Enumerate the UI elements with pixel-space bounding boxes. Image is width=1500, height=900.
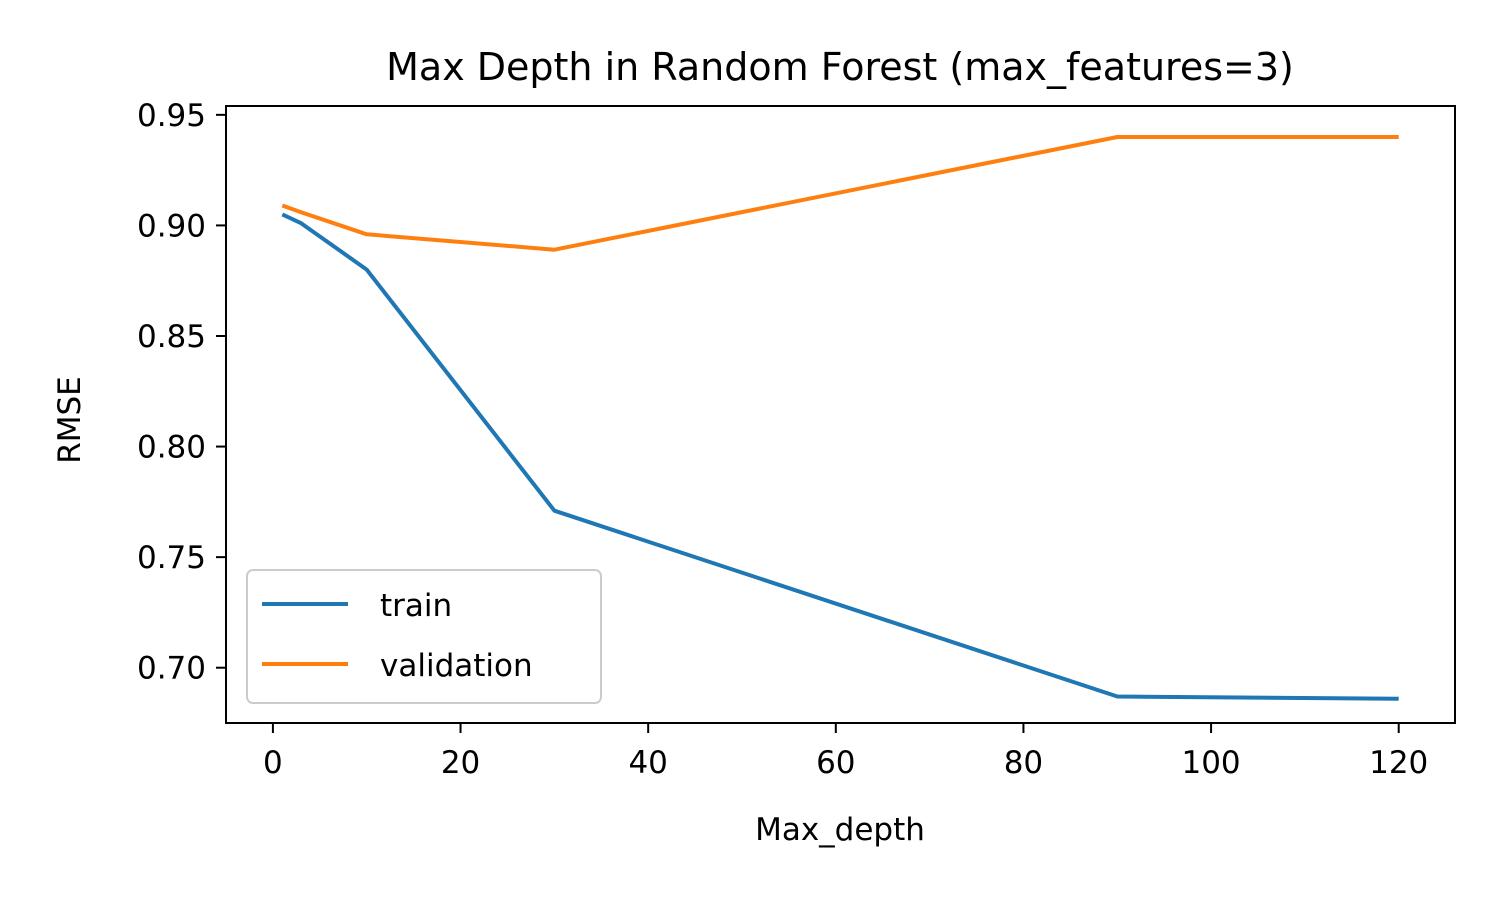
- y-tick-label: 0.95: [137, 98, 206, 134]
- y-tick-label: 0.75: [137, 540, 206, 576]
- x-tick-label: 20: [441, 745, 480, 781]
- x-tick-label: 120: [1369, 745, 1428, 781]
- plot-lines: [281, 135, 1399, 701]
- series-line-validation: [281, 135, 1399, 252]
- y-axis-ticks: 0.70 0.75 0.80 0.85 0.90 0.95: [137, 98, 226, 687]
- legend: train validation: [246, 569, 602, 704]
- plot-frame: [225, 105, 1456, 724]
- legend-label-train: train: [380, 588, 452, 624]
- x-tick-label: 60: [816, 745, 855, 781]
- x-tick-label: 100: [1181, 745, 1240, 781]
- x-tick-label: 0: [263, 745, 283, 781]
- y-axis-label: RMSE: [52, 376, 88, 464]
- y-tick-label: 0.80: [137, 430, 206, 466]
- y-tick-label: 0.90: [137, 208, 206, 244]
- y-tick-label: 0.85: [137, 319, 206, 355]
- y-tick-label: 0.70: [137, 651, 206, 687]
- x-axis-label: Max_depth: [755, 812, 925, 848]
- x-axis-ticks: 0 20 40 60 80 100 120: [263, 723, 1428, 781]
- chart-title: Max Depth in Random Forest (max_features…: [386, 45, 1294, 89]
- x-tick-label: 80: [1004, 745, 1043, 781]
- legend-label-validation: validation: [380, 648, 533, 684]
- series-line-train: [281, 212, 1399, 701]
- x-tick-label: 40: [628, 745, 667, 781]
